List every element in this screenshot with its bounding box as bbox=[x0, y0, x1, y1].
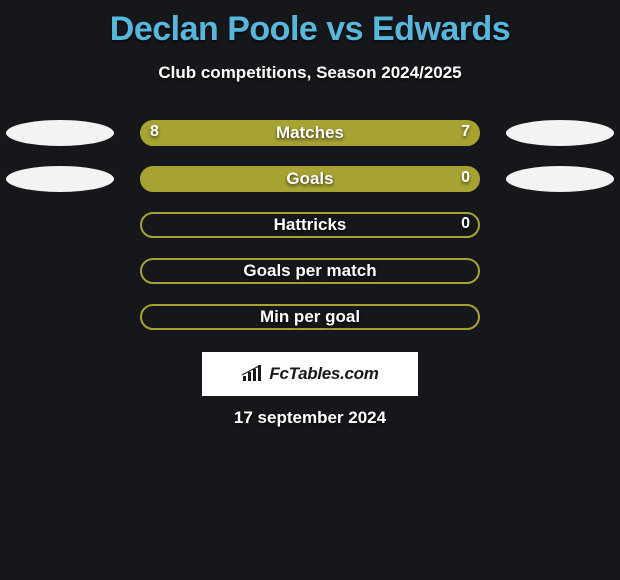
stat-value-right: 7 bbox=[461, 123, 470, 141]
stat-label: Hattricks bbox=[274, 215, 347, 235]
stat-label: Goals per match bbox=[243, 261, 376, 281]
brand-logo: FcTables.com bbox=[202, 352, 418, 396]
stat-row: Matches 8 7 bbox=[0, 110, 620, 156]
stat-value-right: 0 bbox=[461, 169, 470, 187]
brand-text: FcTables.com bbox=[269, 364, 378, 384]
stat-row: Hattricks 0 bbox=[0, 202, 620, 248]
subtitle: Club competitions, Season 2024/2025 bbox=[0, 63, 620, 83]
stat-value-left: 8 bbox=[150, 123, 159, 141]
stat-row: Goals per match bbox=[0, 248, 620, 294]
stat-label: Matches bbox=[276, 123, 344, 143]
player-avatar-left bbox=[6, 120, 114, 146]
page-title: Declan Poole vs Edwards bbox=[0, 0, 620, 49]
footer-date: 17 september 2024 bbox=[234, 408, 386, 428]
comparison-chart: Matches 8 7 Goals 0 Hattricks 0 Goals per match… bbox=[0, 110, 620, 340]
bar-chart-icon bbox=[241, 365, 265, 383]
stat-row: Min per goal bbox=[0, 294, 620, 340]
stat-value-right: 0 bbox=[461, 215, 470, 233]
stat-row: Goals 0 bbox=[0, 156, 620, 202]
player-avatar-right bbox=[506, 120, 614, 146]
stat-label: Min per goal bbox=[260, 307, 360, 327]
player-avatar-right bbox=[506, 166, 614, 192]
stat-label: Goals bbox=[286, 169, 333, 189]
player-avatar-left bbox=[6, 166, 114, 192]
